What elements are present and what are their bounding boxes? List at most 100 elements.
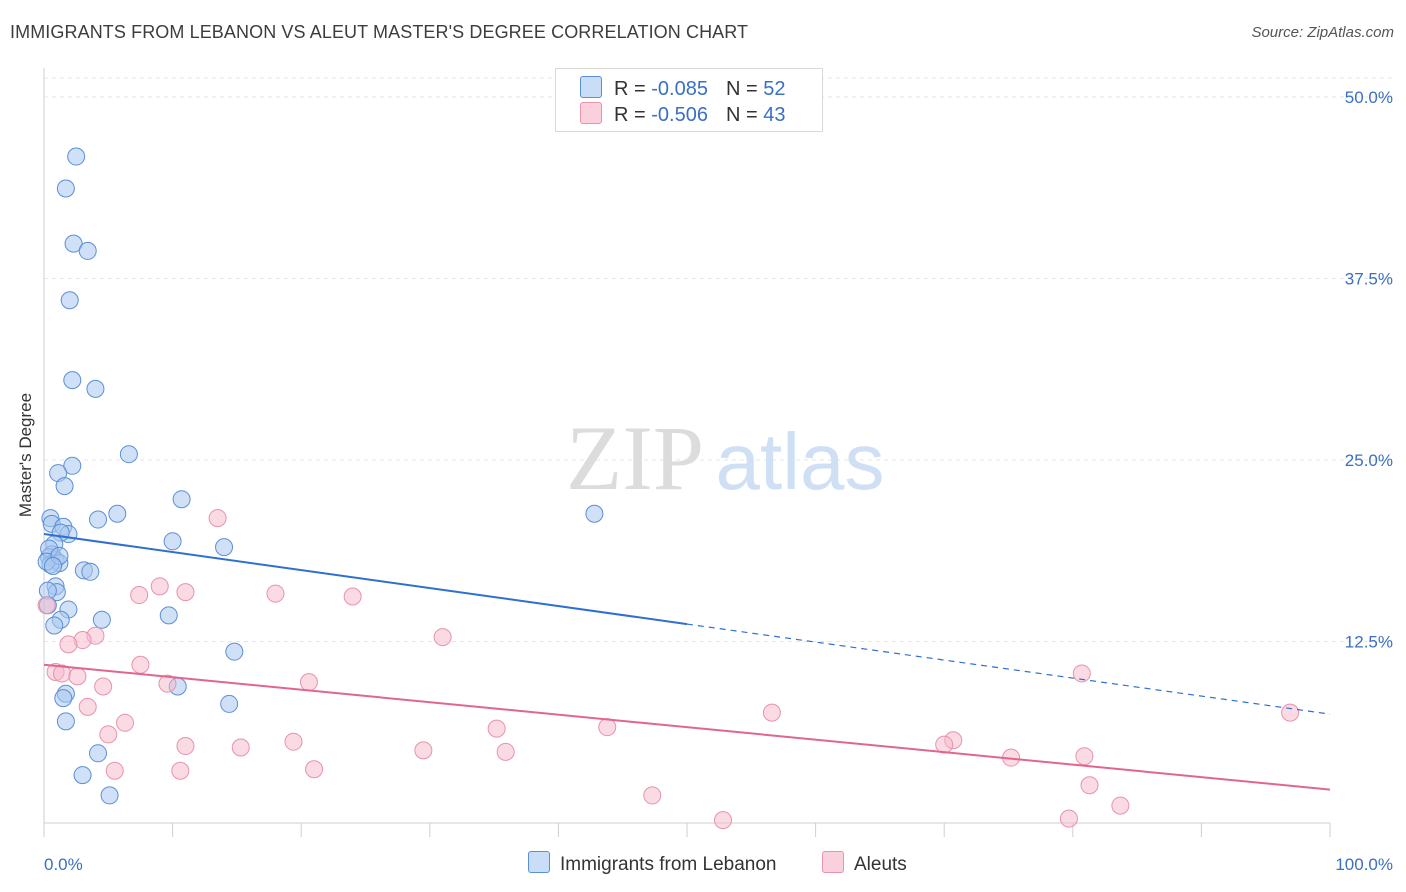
legend-r-value: -0.506 xyxy=(651,104,708,126)
point-aleuts xyxy=(1072,664,1091,683)
point-aleuts xyxy=(176,737,195,756)
point-lebanon xyxy=(45,616,64,635)
watermark: ZIP atlas xyxy=(566,407,884,509)
point-lebanon xyxy=(159,606,178,625)
point-lebanon xyxy=(89,744,108,763)
point-lebanon xyxy=(92,610,111,629)
point-lebanon xyxy=(215,538,234,557)
legend-row-aleuts: R = -0.506 N = 43 xyxy=(580,102,785,126)
x-tick-label-max: 100.0% xyxy=(1335,855,1393,874)
point-aleuts xyxy=(99,725,118,744)
point-aleuts xyxy=(158,674,177,693)
x-tick-label-min: 0.0% xyxy=(44,855,83,874)
legend-r-label: R = xyxy=(614,78,652,100)
series-lebanon-points xyxy=(37,147,604,805)
point-lebanon xyxy=(64,234,83,253)
legend-swatch-aleuts xyxy=(580,102,602,124)
point-aleuts xyxy=(131,655,150,674)
point-aleuts xyxy=(343,587,362,606)
trend-lines xyxy=(43,533,1331,791)
point-aleuts xyxy=(37,596,56,615)
point-lebanon xyxy=(172,490,191,509)
legend-r-value: -0.085 xyxy=(651,78,708,100)
legend-row-lebanon: R = -0.085 N = 52 xyxy=(580,76,785,100)
legend-n-label: N = xyxy=(725,104,764,126)
point-aleuts xyxy=(714,811,733,830)
point-aleuts xyxy=(299,673,318,692)
point-aleuts xyxy=(176,583,195,602)
point-aleuts xyxy=(266,584,285,603)
point-lebanon xyxy=(100,786,119,805)
point-lebanon xyxy=(63,456,82,475)
point-lebanon xyxy=(108,504,127,523)
legend-n-value: 43 xyxy=(763,104,786,126)
point-aleuts xyxy=(130,586,149,605)
point-lebanon xyxy=(55,477,74,496)
point-lebanon xyxy=(119,445,138,464)
point-aleuts xyxy=(78,697,97,716)
point-lebanon xyxy=(220,694,239,713)
legend-r-label: R = xyxy=(614,104,652,126)
point-lebanon xyxy=(56,179,75,198)
trend-aleuts xyxy=(43,663,1331,791)
point-aleuts xyxy=(643,786,662,805)
point-lebanon xyxy=(67,147,86,166)
bottom-legend-lebanon: Immigrants from Lebanon xyxy=(528,851,777,876)
bottom-legend-label: Aleuts xyxy=(854,854,907,875)
trend-lebanon-solid xyxy=(43,533,688,626)
point-aleuts xyxy=(1075,747,1094,766)
y-tick-label: 12.5% xyxy=(1345,633,1393,652)
point-aleuts xyxy=(94,677,113,696)
point-aleuts xyxy=(305,760,324,779)
point-lebanon xyxy=(60,291,79,310)
legend-n-value: 52 xyxy=(763,78,786,100)
point-aleuts xyxy=(284,732,303,751)
y-tick-label: 50.0% xyxy=(1345,88,1393,107)
tick-labels: 12.5% 25.0% 37.5% 50.0% 0.0% 100.0% xyxy=(44,88,1393,874)
legend: R = -0.085 N = 52 R = -0.506 N = 43 xyxy=(555,68,823,132)
point-lebanon xyxy=(86,379,105,398)
point-lebanon xyxy=(89,510,108,529)
source-label: Source: ZipAtlas.com xyxy=(1251,24,1394,41)
point-lebanon xyxy=(163,532,182,551)
y-tick-label: 25.0% xyxy=(1345,451,1393,470)
point-aleuts xyxy=(1111,796,1130,815)
point-aleuts xyxy=(231,738,250,757)
point-lebanon xyxy=(585,504,604,523)
legend-n-label: N = xyxy=(725,78,764,100)
point-aleuts xyxy=(935,735,954,754)
point-lebanon xyxy=(78,241,97,260)
point-lebanon xyxy=(81,562,100,581)
bottom-legend-label: Immigrants from Lebanon xyxy=(560,854,777,875)
point-aleuts xyxy=(105,761,124,780)
legend-swatch-lebanon xyxy=(580,76,602,98)
point-lebanon xyxy=(225,642,244,661)
series-aleuts-points xyxy=(37,509,1300,830)
point-aleuts xyxy=(171,761,190,780)
point-aleuts xyxy=(1059,809,1078,828)
bottom-legend-aleuts: Aleuts xyxy=(822,851,907,876)
trend-lebanon-dashed xyxy=(686,623,1331,715)
point-lebanon xyxy=(56,712,75,731)
point-aleuts xyxy=(762,703,781,722)
bottom-legend-swatch-aleuts xyxy=(822,851,844,873)
point-aleuts xyxy=(150,577,169,596)
point-aleuts xyxy=(59,635,78,654)
point-aleuts xyxy=(208,509,227,528)
point-aleuts xyxy=(414,741,433,760)
chart-title: IMMIGRANTS FROM LEBANON VS ALEUT MASTER'… xyxy=(10,22,749,42)
point-aleuts xyxy=(433,628,452,647)
point-aleuts xyxy=(116,713,135,732)
point-aleuts xyxy=(68,667,87,686)
y-axis-label: Master's Degree xyxy=(16,392,35,518)
watermark-zip: ZIP xyxy=(566,407,704,509)
point-aleuts xyxy=(487,719,506,738)
point-lebanon xyxy=(54,689,73,708)
y-tick-label: 37.5% xyxy=(1345,270,1393,289)
point-lebanon xyxy=(63,371,82,390)
axes xyxy=(43,68,1331,837)
watermark-atlas: atlas xyxy=(716,417,885,506)
bottom-legend-swatch-lebanon xyxy=(528,851,550,873)
grid xyxy=(44,77,1392,642)
